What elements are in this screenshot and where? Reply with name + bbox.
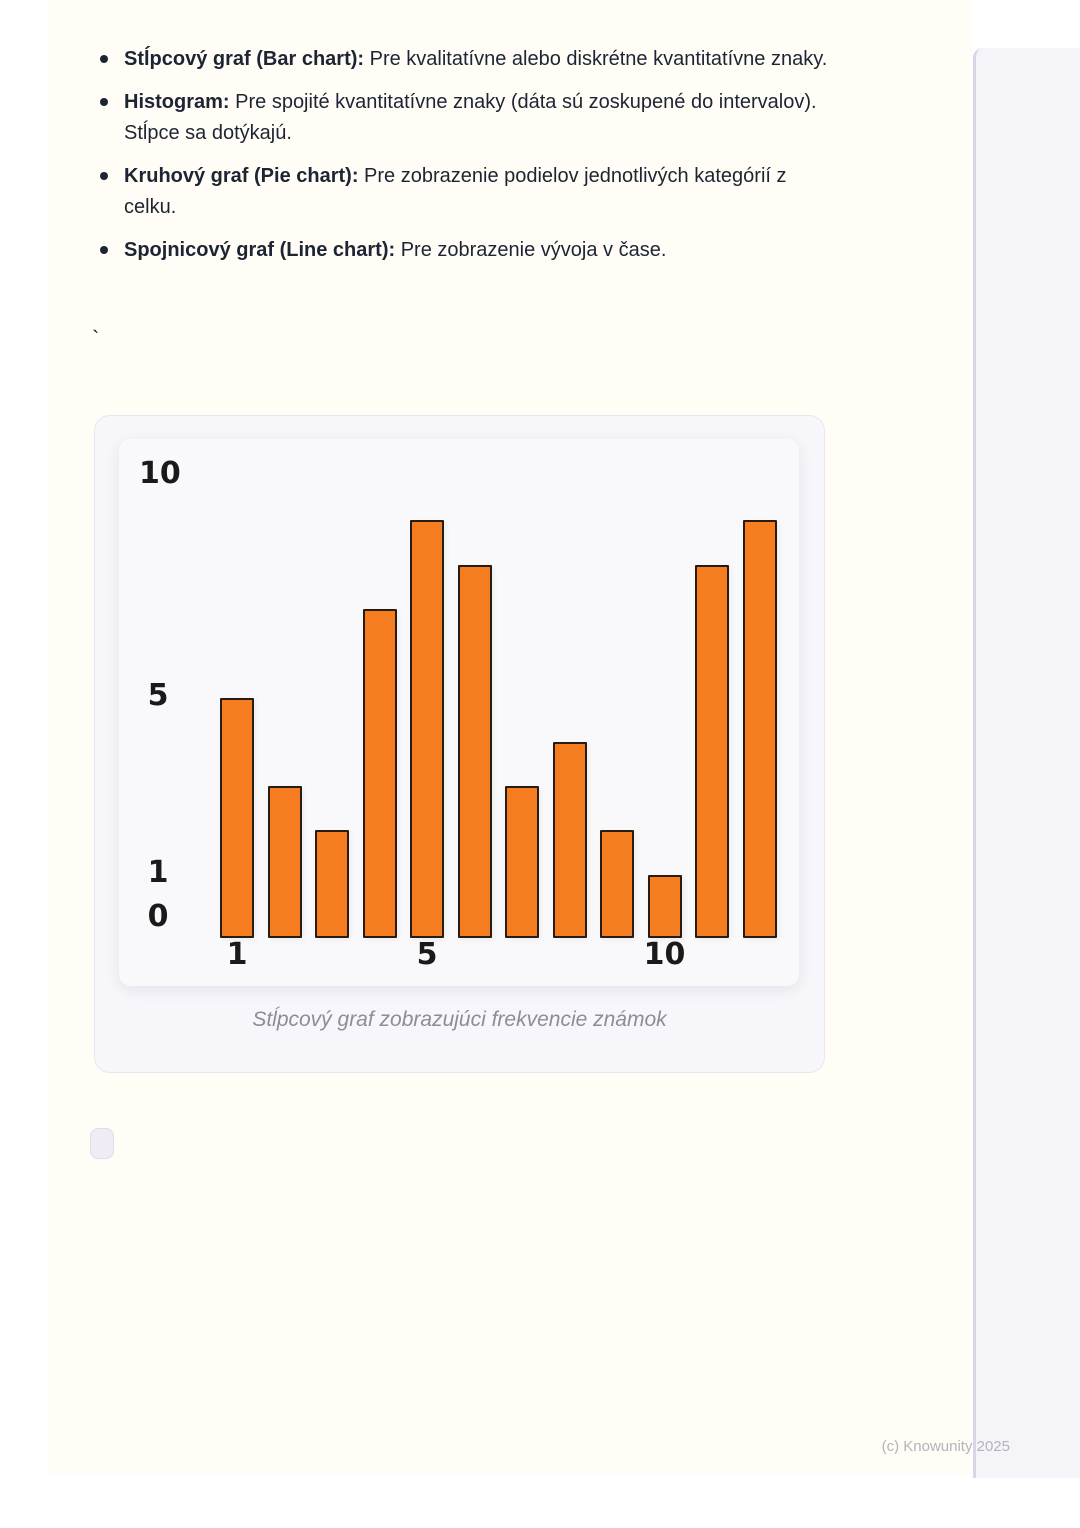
term-histogram: Histogram:	[124, 91, 230, 113]
x-tick-10: 10	[643, 937, 686, 972]
bullet-text: Kruhový graf (Pie chart): Pre zobrazenie…	[124, 161, 830, 223]
y-tick-0: 0	[147, 899, 169, 934]
bar-4	[362, 608, 397, 938]
chart-card: 10 5 1 0 1 5 10 Stĺpcový graf zobrazujúci frek…	[94, 415, 825, 1073]
term-line-chart: Spojnicový graf (Line chart):	[124, 239, 396, 261]
bullet-text: Histogram: Pre spojité kvantitatívne zna…	[124, 87, 830, 149]
bullet-icon	[100, 246, 108, 254]
desc-histogram: Pre spojité kvantitatívne znaky (dáta sú…	[124, 91, 817, 144]
y-tick-1: 1	[147, 854, 169, 890]
bar-10	[647, 874, 682, 938]
bullet-icon	[100, 55, 108, 63]
term-bar-chart: Stĺpcový graf (Bar chart):	[124, 48, 365, 70]
document-page: Stĺpcový graf (Bar chart): Pre kvalitatí…	[48, 0, 973, 1474]
bar-2	[267, 786, 302, 938]
bullet-list: Stĺpcový graf (Bar chart): Pre kvalitatí…	[100, 44, 840, 278]
y-tick-10: 10	[139, 456, 181, 491]
desc-bar-chart: Pre kvalitatívne alebo diskrétne kvantit…	[364, 48, 828, 70]
bar-1	[220, 697, 254, 938]
bullet-text: Spojnicový graf (Line chart): Pre zobraz…	[124, 235, 666, 266]
bullet-icon	[100, 172, 108, 180]
bar-9	[600, 830, 634, 938]
bar-12	[742, 520, 777, 938]
list-item: Histogram: Pre spojité kvantitatívne zna…	[100, 87, 840, 149]
next-page-edge[interactable]	[973, 48, 1080, 1478]
bar-6	[457, 564, 492, 938]
desc-pie-chart: Pre zobrazenie podielov jednotlivých kat…	[124, 165, 787, 218]
bar-8	[552, 741, 587, 938]
bullet-text: Stĺpcový graf (Bar chart): Pre kvalitatí…	[124, 44, 827, 75]
stray-backtick: `	[92, 326, 100, 351]
bullet-icon	[100, 98, 108, 106]
copyright-text: (c) Knowunity 2025	[881, 1438, 1010, 1455]
bar-5	[410, 520, 444, 938]
bar-11	[695, 564, 729, 938]
list-item: Stĺpcový graf (Bar chart): Pre kvalitatí…	[100, 44, 840, 75]
bar-7	[505, 786, 539, 938]
y-tick-5: 5	[147, 677, 169, 713]
desc-line-chart: Pre zobrazenie vývoja v čase.	[395, 239, 667, 261]
bar-chart-panel: 10 5 1 0 1 5 10	[119, 439, 799, 986]
chart-caption: Stĺpcový graf zobrazujúci frekvencie zná…	[252, 1008, 667, 1031]
list-item: Spojnicový graf (Line chart): Pre zobraz…	[100, 235, 840, 266]
empty-checkbox[interactable]	[90, 1128, 114, 1159]
list-item: Kruhový graf (Pie chart): Pre zobrazenie…	[100, 161, 840, 223]
x-tick-5: 5	[416, 937, 438, 972]
term-pie-chart: Kruhový graf (Pie chart):	[124, 165, 359, 187]
x-tick-1: 1	[226, 937, 248, 972]
bar-3	[315, 830, 349, 938]
